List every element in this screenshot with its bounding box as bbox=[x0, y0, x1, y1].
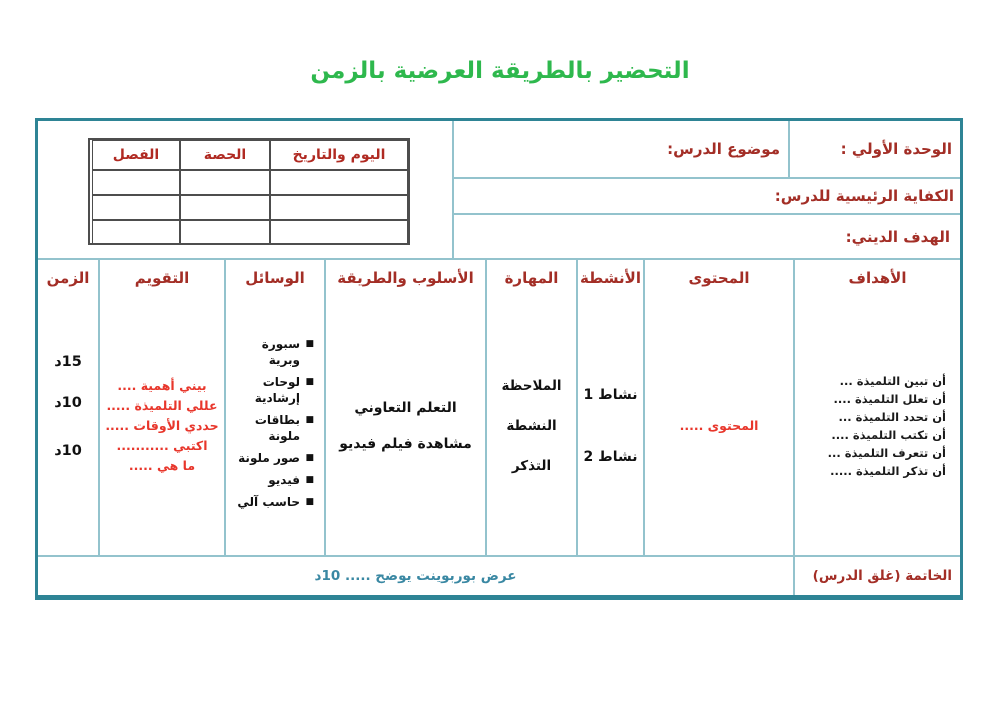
content-placeholder: المحتوى ..... bbox=[679, 418, 759, 433]
competency-label: الكفاية الرئيسية للدرس: bbox=[774, 187, 954, 205]
column-header-method: الأسلوب والطريقة bbox=[324, 260, 485, 296]
tool-label: فيديو bbox=[268, 472, 300, 487]
tool-item: ■ لوحات إرشادية bbox=[226, 374, 314, 406]
schedule-area: اليوم والتاريخ الحصة الفصل bbox=[38, 121, 452, 258]
topic-cell: موضوع الدرس: bbox=[454, 121, 788, 177]
closing-row: الخاتمة (غلق الدرس) عرض بوربوينت يوضح ..… bbox=[38, 555, 960, 595]
column-header-objectives: الأهداف bbox=[793, 260, 960, 296]
evaluation-line: اكتبي ........... bbox=[116, 437, 208, 453]
activity-item: نشاط 1 bbox=[583, 386, 638, 403]
closing-content: عرض بوربوينت يوضح ..... 10د bbox=[314, 568, 517, 584]
unit-topic-row: الوحدة الأولي : موضوع الدرس: bbox=[454, 121, 960, 179]
schedule-empty-cell bbox=[270, 170, 408, 195]
tool-label: صور ملونة bbox=[238, 450, 300, 465]
evaluation-line: عللي التلميذة ..... bbox=[106, 397, 218, 413]
info-section: الوحدة الأولي : موضوع الدرس: الكفاية الر… bbox=[38, 121, 960, 258]
column-header-skill: المهارة bbox=[485, 260, 576, 296]
religious-goal-row: الهدف الديني: bbox=[454, 215, 960, 258]
schedule-empty-cell bbox=[180, 195, 270, 220]
schedule-empty-cell bbox=[92, 220, 180, 245]
info-right-block: الوحدة الأولي : موضوع الدرس: الكفاية الر… bbox=[452, 121, 960, 258]
schedule-header-day-date: اليوم والتاريخ bbox=[270, 140, 408, 170]
activity-item: نشاط 2 bbox=[583, 448, 638, 465]
schedule-empty-cell bbox=[180, 220, 270, 245]
schedule-empty-cell bbox=[92, 170, 180, 195]
schedule-empty-cell bbox=[270, 220, 408, 245]
column-header-time: الزمن bbox=[46, 269, 90, 287]
column-header-tools: الوسائل bbox=[224, 260, 324, 296]
time-cell: 15د 10د 10د bbox=[38, 296, 98, 555]
evaluation-line: حددي الأوقات ..... bbox=[105, 417, 219, 433]
square-bullet-icon: ■ bbox=[305, 376, 314, 387]
objective-line: أن تتعرف التلميذة ... bbox=[827, 445, 946, 460]
method-item: التعلم التعاوني bbox=[354, 399, 457, 416]
square-bullet-icon: ■ bbox=[305, 414, 314, 425]
content-cell: المحتوى ..... bbox=[643, 296, 793, 555]
tools-cell: ■ سبورة وبرية ■ لوحات إرشادية ■ بطاقات ملون… bbox=[224, 296, 324, 555]
square-bullet-icon: ■ bbox=[305, 452, 314, 463]
objectives-cell: أن تبين التلميذة ... أن تعلل التلميذة ..… bbox=[793, 296, 960, 555]
time-item: 15د bbox=[54, 354, 82, 370]
religious-goal-label: الهدف الديني: bbox=[845, 227, 950, 246]
unit-label: الوحدة الأولي : bbox=[840, 140, 952, 158]
evaluation-line: بيني أهمية .... bbox=[117, 377, 207, 393]
skill-item: النشطة bbox=[506, 417, 557, 434]
objective-line: أن تعلل التلميذة .... bbox=[833, 391, 947, 406]
tool-item: ■ سبورة وبرية bbox=[226, 336, 314, 368]
methods-cell: التعلم التعاوني مشاهدة فيلم فيديو bbox=[324, 296, 485, 555]
method-item: مشاهدة فيلم فيديو bbox=[339, 435, 472, 452]
evaluation-line: ما هي ..... bbox=[128, 457, 196, 473]
tool-item: ■ حاسب آلي bbox=[226, 494, 314, 510]
skills-cell: الملاحظة النشطة التذكر bbox=[485, 296, 576, 555]
time-item: 10د bbox=[54, 443, 82, 459]
schedule-header-period: الحصة bbox=[180, 140, 270, 170]
square-bullet-icon: ■ bbox=[305, 474, 314, 485]
tool-label: حاسب آلي bbox=[237, 494, 300, 509]
skill-item: الملاحظة bbox=[501, 377, 562, 394]
competency-row: الكفاية الرئيسية للدرس: bbox=[454, 179, 960, 215]
lesson-plan-title: التحضير بالطريقة العرضية بالزمن bbox=[310, 58, 690, 84]
time-item: 10د bbox=[54, 395, 82, 411]
unit-cell: الوحدة الأولي : bbox=[788, 121, 960, 177]
schedule-empty-cell bbox=[92, 195, 180, 220]
column-header-evaluation: التقويم bbox=[98, 260, 224, 296]
schedule-header-class: الفصل bbox=[92, 140, 180, 170]
schedule-empty-cell bbox=[180, 170, 270, 195]
objective-line: أن تحدد التلميذة ... bbox=[838, 409, 946, 424]
tool-label: بطاقات ملونة bbox=[254, 412, 300, 443]
objective-line: أن تكتب التلميذة .... bbox=[831, 427, 946, 442]
evaluation-cell: بيني أهمية .... عللي التلميذة ..... حددي… bbox=[98, 296, 224, 555]
tool-item: ■ صور ملونة bbox=[226, 450, 314, 466]
main-body-row: أن تبين التلميذة ... أن تعلل التلميذة ..… bbox=[38, 296, 960, 555]
objective-line: أن تبين التلميذة ... bbox=[839, 373, 946, 388]
objective-line: أن تذكر التلميذة ..... bbox=[830, 463, 946, 478]
column-header-activities: الأنشطة bbox=[576, 260, 643, 296]
schedule-empty-cell bbox=[270, 195, 408, 220]
topic-label: موضوع الدرس: bbox=[667, 140, 780, 158]
square-bullet-icon: ■ bbox=[305, 496, 314, 507]
activities-cell: نشاط 1 نشاط 2 bbox=[576, 296, 643, 555]
tool-item: ■ بطاقات ملونة bbox=[226, 412, 314, 444]
column-header-content: المحتوى bbox=[643, 260, 793, 296]
lesson-plan-table: الوحدة الأولي : موضوع الدرس: الكفاية الر… bbox=[35, 118, 963, 600]
closing-label: الخاتمة (غلق الدرس) bbox=[793, 557, 960, 595]
schedule-table: اليوم والتاريخ الحصة الفصل bbox=[88, 138, 410, 245]
tool-label: سبورة وبرية bbox=[261, 336, 300, 367]
skill-item: التذكر bbox=[511, 457, 552, 474]
square-bullet-icon: ■ bbox=[305, 338, 314, 349]
tool-item: ■ فيديو bbox=[226, 472, 314, 488]
tool-label: لوحات إرشادية bbox=[254, 374, 300, 405]
main-header-row: الأهداف المحتوى الأنشطة المهارة الأسلوب … bbox=[38, 258, 960, 296]
